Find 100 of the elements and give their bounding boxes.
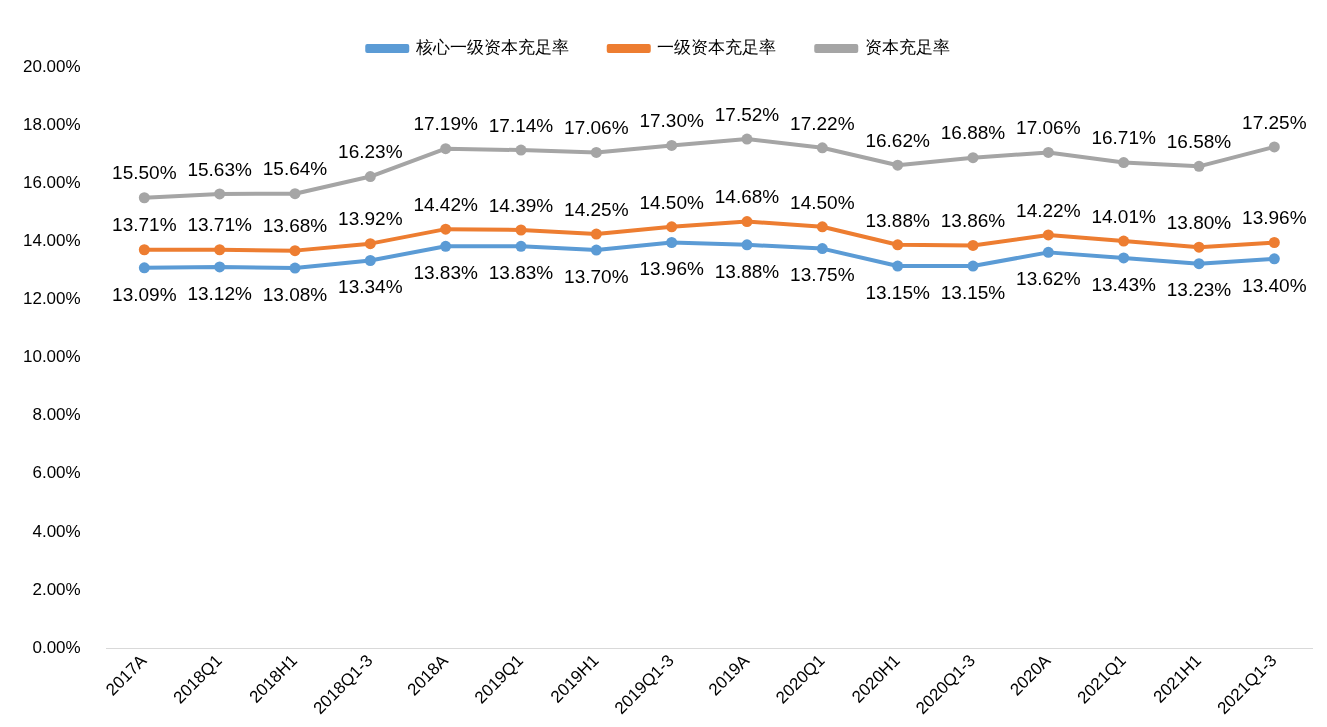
point <box>741 133 753 145</box>
point <box>1042 146 1054 158</box>
data-label: 13.43% <box>1091 273 1156 295</box>
point <box>1193 258 1205 270</box>
data-label: 14.68% <box>714 186 780 208</box>
data-label: 14.42% <box>413 193 478 215</box>
data-label: 17.30% <box>639 110 704 132</box>
point <box>1268 141 1280 153</box>
point <box>1042 246 1054 258</box>
data-label: 13.88% <box>865 209 930 231</box>
y-tick-label: 20.00% <box>22 56 81 76</box>
point <box>892 260 904 272</box>
data-label: 15.64% <box>262 158 328 180</box>
data-label: 14.50% <box>639 191 704 213</box>
point <box>289 262 301 274</box>
point <box>364 255 376 267</box>
data-label: 13.71% <box>187 214 252 236</box>
point <box>1193 241 1205 253</box>
point <box>666 237 678 248</box>
data-label: 17.06% <box>564 117 629 139</box>
data-label: 14.25% <box>564 198 629 220</box>
point <box>1193 160 1205 172</box>
point <box>666 139 678 151</box>
legend-label: 资本充足率 <box>864 38 950 58</box>
y-tick-label: 4.00% <box>32 521 81 541</box>
point <box>816 243 828 255</box>
data-label: 13.70% <box>564 265 629 287</box>
point <box>816 221 828 233</box>
data-label: 13.88% <box>714 260 780 282</box>
point <box>440 240 452 252</box>
data-label: 13.12% <box>187 282 252 304</box>
data-label: 16.62% <box>865 129 930 151</box>
point <box>892 239 904 251</box>
point <box>364 171 376 183</box>
data-label: 16.58% <box>1166 131 1232 153</box>
y-tick-label: 18.00% <box>22 114 81 134</box>
y-tick-label: 16.00% <box>22 172 81 192</box>
data-label: 13.15% <box>940 281 1006 303</box>
data-label: 13.80% <box>1166 211 1232 233</box>
y-tick-label: 14.00% <box>22 231 81 251</box>
legend-label: 一级资本充足率 <box>657 38 777 58</box>
point <box>515 144 527 156</box>
data-label: 13.09% <box>112 283 177 305</box>
data-label: 17.06% <box>1016 117 1081 139</box>
data-label: 13.40% <box>1242 274 1307 296</box>
data-label: 14.01% <box>1091 205 1156 227</box>
point <box>138 262 150 274</box>
data-label: 15.50% <box>112 162 177 184</box>
data-label: 13.23% <box>1166 279 1232 301</box>
data-label: 13.83% <box>413 262 478 284</box>
data-label: 16.71% <box>1091 127 1156 149</box>
point <box>967 239 979 251</box>
point <box>515 224 527 236</box>
point <box>1118 157 1130 169</box>
point <box>816 142 828 154</box>
data-label: 13.68% <box>262 215 328 237</box>
point <box>214 188 226 200</box>
point <box>289 188 301 200</box>
data-label: 16.88% <box>940 122 1006 144</box>
legend-label: 核心一级资本充足率 <box>414 38 569 58</box>
data-label: 17.25% <box>1242 111 1307 133</box>
data-label: 16.23% <box>338 141 403 163</box>
point <box>214 261 226 273</box>
data-label: 13.83% <box>488 262 554 284</box>
data-label: 13.96% <box>639 258 704 280</box>
data-label: 13.15% <box>865 281 930 303</box>
y-tick-label: 0.00% <box>32 637 81 657</box>
point <box>364 238 376 250</box>
data-label: 13.34% <box>338 276 403 298</box>
data-label: 17.19% <box>413 113 478 135</box>
point <box>1042 229 1054 241</box>
data-label: 14.50% <box>790 191 855 213</box>
data-label: 13.71% <box>112 214 177 236</box>
point <box>590 228 602 240</box>
point <box>1268 237 1280 248</box>
point <box>741 216 753 228</box>
y-tick-label: 8.00% <box>32 405 81 425</box>
point <box>590 244 602 256</box>
point <box>214 244 226 256</box>
data-label: 15.63% <box>187 158 252 180</box>
data-label: 17.14% <box>488 114 554 136</box>
data-label: 13.86% <box>940 210 1006 232</box>
data-label: 17.22% <box>790 112 855 134</box>
point <box>515 240 527 252</box>
data-label: 13.92% <box>338 208 403 230</box>
point <box>967 260 979 272</box>
data-label: 13.08% <box>262 283 328 305</box>
data-label: 13.75% <box>790 264 855 286</box>
point <box>666 221 678 233</box>
y-tick-label: 10.00% <box>22 347 81 367</box>
data-label: 17.52% <box>714 103 780 125</box>
y-tick-label: 2.00% <box>32 579 81 599</box>
data-label: 14.39% <box>488 194 554 216</box>
point <box>440 223 452 235</box>
data-label: 13.96% <box>1242 207 1307 229</box>
point <box>1118 252 1130 264</box>
data-label: 13.62% <box>1016 268 1081 290</box>
y-tick-label: 6.00% <box>32 463 81 483</box>
point <box>440 143 452 155</box>
point <box>289 245 301 257</box>
